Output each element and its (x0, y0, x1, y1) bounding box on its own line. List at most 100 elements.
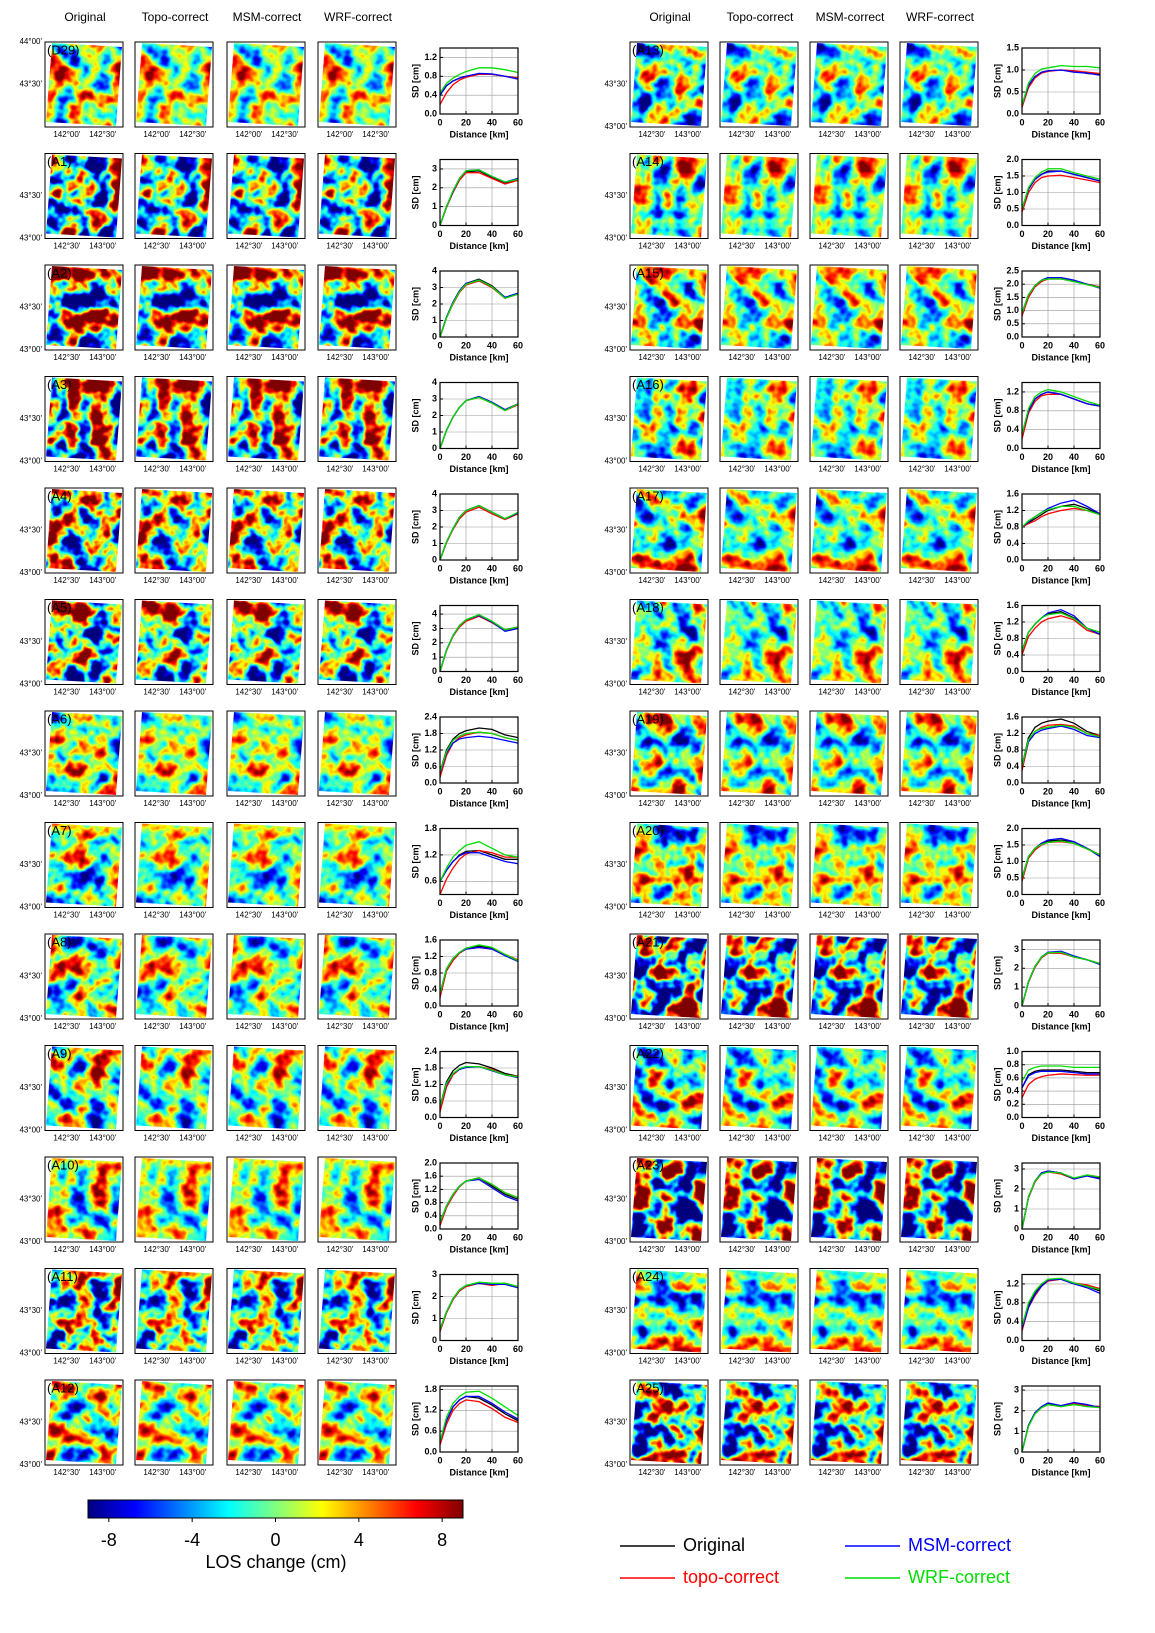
map-field (720, 1046, 798, 1131)
lon-label: 143°00' (944, 242, 971, 251)
map: 142°30'143°00' (135, 934, 213, 1031)
lon-label: 143°00' (362, 242, 389, 251)
y-tick-label: 0 (432, 331, 437, 341)
x-tick-label: 60 (1095, 340, 1105, 350)
map-image (227, 711, 305, 796)
lon-label: 142°30' (638, 911, 665, 920)
lat-label: 43°30' (19, 80, 42, 89)
x-tick-label: 0 (437, 898, 442, 908)
lon-label: 142°30' (235, 911, 262, 920)
lon-label: 143°00' (854, 688, 881, 697)
x-tick-label: 60 (513, 1009, 523, 1019)
lon-label: 143°00' (674, 1134, 701, 1143)
map-field (720, 600, 798, 685)
lon-label: 142°30' (908, 1134, 935, 1143)
y-tick-label: 1 (432, 538, 437, 548)
lon-label: 142°30' (728, 688, 755, 697)
map: 142°30'143°00' (900, 265, 978, 362)
x-tick-label: 60 (513, 898, 523, 908)
y-axis-label: SD [cm] (992, 287, 1002, 321)
lon-label: 143°00' (674, 242, 701, 251)
map-field (227, 1157, 305, 1242)
map: 142°30'143°00' (810, 600, 888, 697)
lon-label: 142°30' (728, 242, 755, 251)
map-field (900, 1046, 978, 1131)
x-tick-label: 0 (1019, 1121, 1024, 1131)
x-tick-label: 60 (513, 452, 523, 462)
panel-label: (A25) (632, 1380, 664, 1395)
map-field (810, 488, 888, 573)
map-field (135, 42, 213, 127)
lat-label: 43°30' (604, 526, 627, 535)
y-axis-label: SD [cm] (410, 510, 420, 544)
lon-label: 143°00' (854, 1245, 881, 1254)
map: 142°30'143°00' (720, 1046, 798, 1143)
map-image (135, 1380, 213, 1465)
lon-label: 142°30' (235, 1357, 262, 1366)
lon-label: 143°00' (854, 1357, 881, 1366)
map: 142°30'143°00'(A5)43°30'43°00' (19, 600, 123, 697)
lon-label: 142°30' (728, 353, 755, 362)
map-field (810, 1380, 888, 1465)
lon-label: 142°30' (53, 911, 80, 920)
map-image (810, 934, 888, 1019)
lon-label: 142°30' (235, 1245, 262, 1254)
lat-label: 43°30' (19, 1195, 42, 1204)
lon-label: 143°00' (179, 1022, 206, 1031)
y-tick-label: 0.2 (1006, 1099, 1019, 1109)
map-image (900, 1380, 978, 1465)
map-image (227, 600, 305, 685)
x-tick-label: 60 (1095, 675, 1105, 685)
x-tick-label: 60 (1095, 1009, 1105, 1019)
map-field (135, 377, 213, 462)
map: 142°00'142°30' (135, 42, 213, 139)
map-image (318, 600, 396, 685)
map-image (227, 488, 305, 573)
panel-label: (A12) (47, 1380, 79, 1395)
map-image (720, 1046, 798, 1131)
map-image (135, 488, 213, 573)
y-axis-label: SD [cm] (992, 1402, 1002, 1436)
line (1022, 840, 1100, 878)
lon-label: 143°00' (854, 353, 881, 362)
lon-label: 143°00' (362, 1468, 389, 1477)
map-field (318, 265, 396, 350)
lon-label: 142°30' (728, 1468, 755, 1477)
lat-label: 43°00' (19, 791, 42, 800)
map-field (900, 265, 978, 350)
x-tick-label: 20 (1043, 1455, 1053, 1465)
lon-label: 142°30' (638, 1357, 665, 1366)
line (1022, 500, 1100, 527)
lat-label: 43°30' (604, 80, 627, 89)
line (440, 851, 518, 895)
map-field (318, 1046, 396, 1131)
x-tick-label: 60 (1095, 1232, 1105, 1242)
line (1022, 1171, 1100, 1229)
y-tick-label: 0.0 (1006, 1335, 1019, 1345)
lon-label: 143°00' (764, 1134, 791, 1143)
lon-label: 143°00' (944, 688, 971, 697)
map-image (720, 1157, 798, 1242)
y-axis-label: SD [cm] (410, 64, 420, 98)
column-header: MSM-correct (816, 10, 885, 24)
map: 142°30'143°00' (720, 711, 798, 808)
y-tick-label: 1.6 (424, 934, 437, 944)
y-tick-label: 0.8 (1006, 1059, 1019, 1069)
lon-label: 142°30' (818, 576, 845, 585)
y-axis-label: SD [cm] (410, 175, 420, 209)
lat-label: 43°30' (19, 749, 42, 758)
y-tick-label: 0 (432, 220, 437, 230)
x-tick-label: 40 (487, 1344, 497, 1354)
map: 142°30'143°00' (135, 1046, 213, 1143)
plot-frame (1022, 1275, 1100, 1341)
y-tick-label: 1 (432, 1313, 437, 1323)
line (440, 173, 518, 226)
map: 142°00'142°30' (227, 42, 305, 139)
y-axis-label: SD [cm] (410, 1179, 420, 1213)
x-tick-label: 20 (1043, 452, 1053, 462)
x-tick-label: 60 (513, 563, 523, 573)
y-tick-label: 0.4 (1006, 538, 1019, 548)
x-tick-label: 60 (1095, 1121, 1105, 1131)
lat-label: 43°00' (604, 1126, 627, 1135)
map: 142°30'143°00' (318, 600, 396, 697)
